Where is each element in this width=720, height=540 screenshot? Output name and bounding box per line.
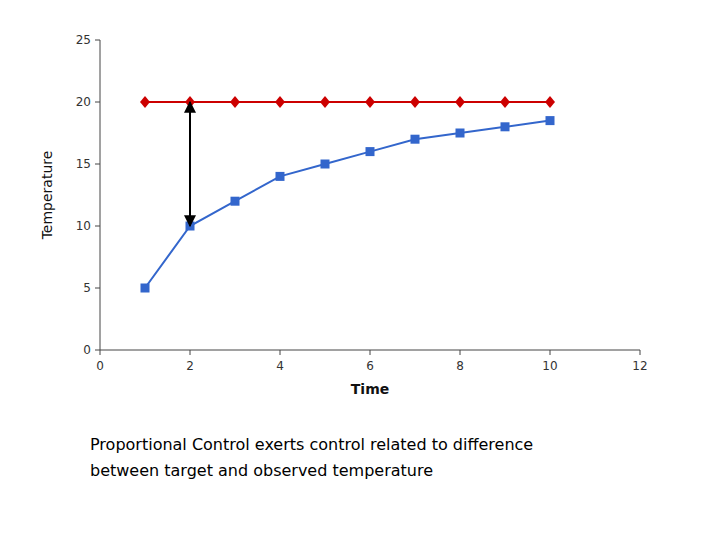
- diamond-marker: [500, 96, 510, 108]
- x-tick-label: 2: [186, 359, 194, 373]
- diamond-marker: [545, 96, 555, 108]
- square-marker: [546, 116, 555, 125]
- square-marker: [321, 160, 330, 169]
- x-tick: [460, 350, 461, 355]
- y-tick: [95, 40, 100, 41]
- diamond-marker: [230, 96, 240, 108]
- diamond-marker: [365, 96, 375, 108]
- y-tick-label: 20: [76, 95, 91, 109]
- x-tick-label: 8: [456, 359, 464, 373]
- x-tick-label: 6: [366, 359, 374, 373]
- y-tick-label: 25: [76, 33, 91, 47]
- y-tick-label: 10: [76, 219, 91, 233]
- diamond-marker: [275, 96, 285, 108]
- x-tick: [280, 350, 281, 355]
- plot-area: [140, 96, 555, 293]
- x-tick: [550, 350, 551, 355]
- series-line: [145, 101, 550, 103]
- x-tick-label: 12: [632, 359, 647, 373]
- x-tick: [640, 350, 641, 355]
- y-tick: [95, 226, 100, 227]
- square-marker: [501, 122, 510, 131]
- square-marker: [276, 172, 285, 181]
- x-tick-label: 10: [542, 359, 557, 373]
- y-tick-label: 15: [76, 157, 91, 171]
- chart-svg: 0 2 4 6 8 10 12 0 5 10 15 20 25 Time Temperature Propor…: [0, 0, 720, 540]
- x-axis-label: Time: [351, 381, 389, 397]
- square-marker: [141, 284, 150, 293]
- caption: between target and observed temperature: [90, 461, 433, 480]
- y-axis-label: Temperature: [39, 151, 55, 241]
- y-tick: [95, 102, 100, 103]
- y-axis-line: [100, 40, 101, 350]
- diamond-marker: [410, 96, 420, 108]
- square-marker: [366, 147, 375, 156]
- square-marker: [231, 197, 240, 206]
- diamond-marker: [455, 96, 465, 108]
- series-line: [145, 121, 550, 288]
- y-tick: [95, 164, 100, 165]
- square-marker: [411, 135, 420, 144]
- chart-container: 0 2 4 6 8 10 12 0 5 10 15 20 25 Time Temperature Propor…: [0, 0, 720, 540]
- x-tick: [370, 350, 371, 355]
- y-tick-label: 5: [83, 281, 91, 295]
- diamond-marker: [320, 96, 330, 108]
- double-arrow: [189, 102, 191, 226]
- caption: Proportional Control exerts control rela…: [90, 435, 533, 454]
- x-tick-label: 4: [276, 359, 284, 373]
- x-tick-label: 0: [96, 359, 104, 373]
- y-tick: [95, 350, 100, 351]
- square-marker: [456, 129, 465, 138]
- y-tick-label: 0: [83, 343, 91, 357]
- diamond-marker: [140, 96, 150, 108]
- x-tick: [100, 350, 101, 355]
- x-tick: [190, 350, 191, 355]
- y-tick: [95, 288, 100, 289]
